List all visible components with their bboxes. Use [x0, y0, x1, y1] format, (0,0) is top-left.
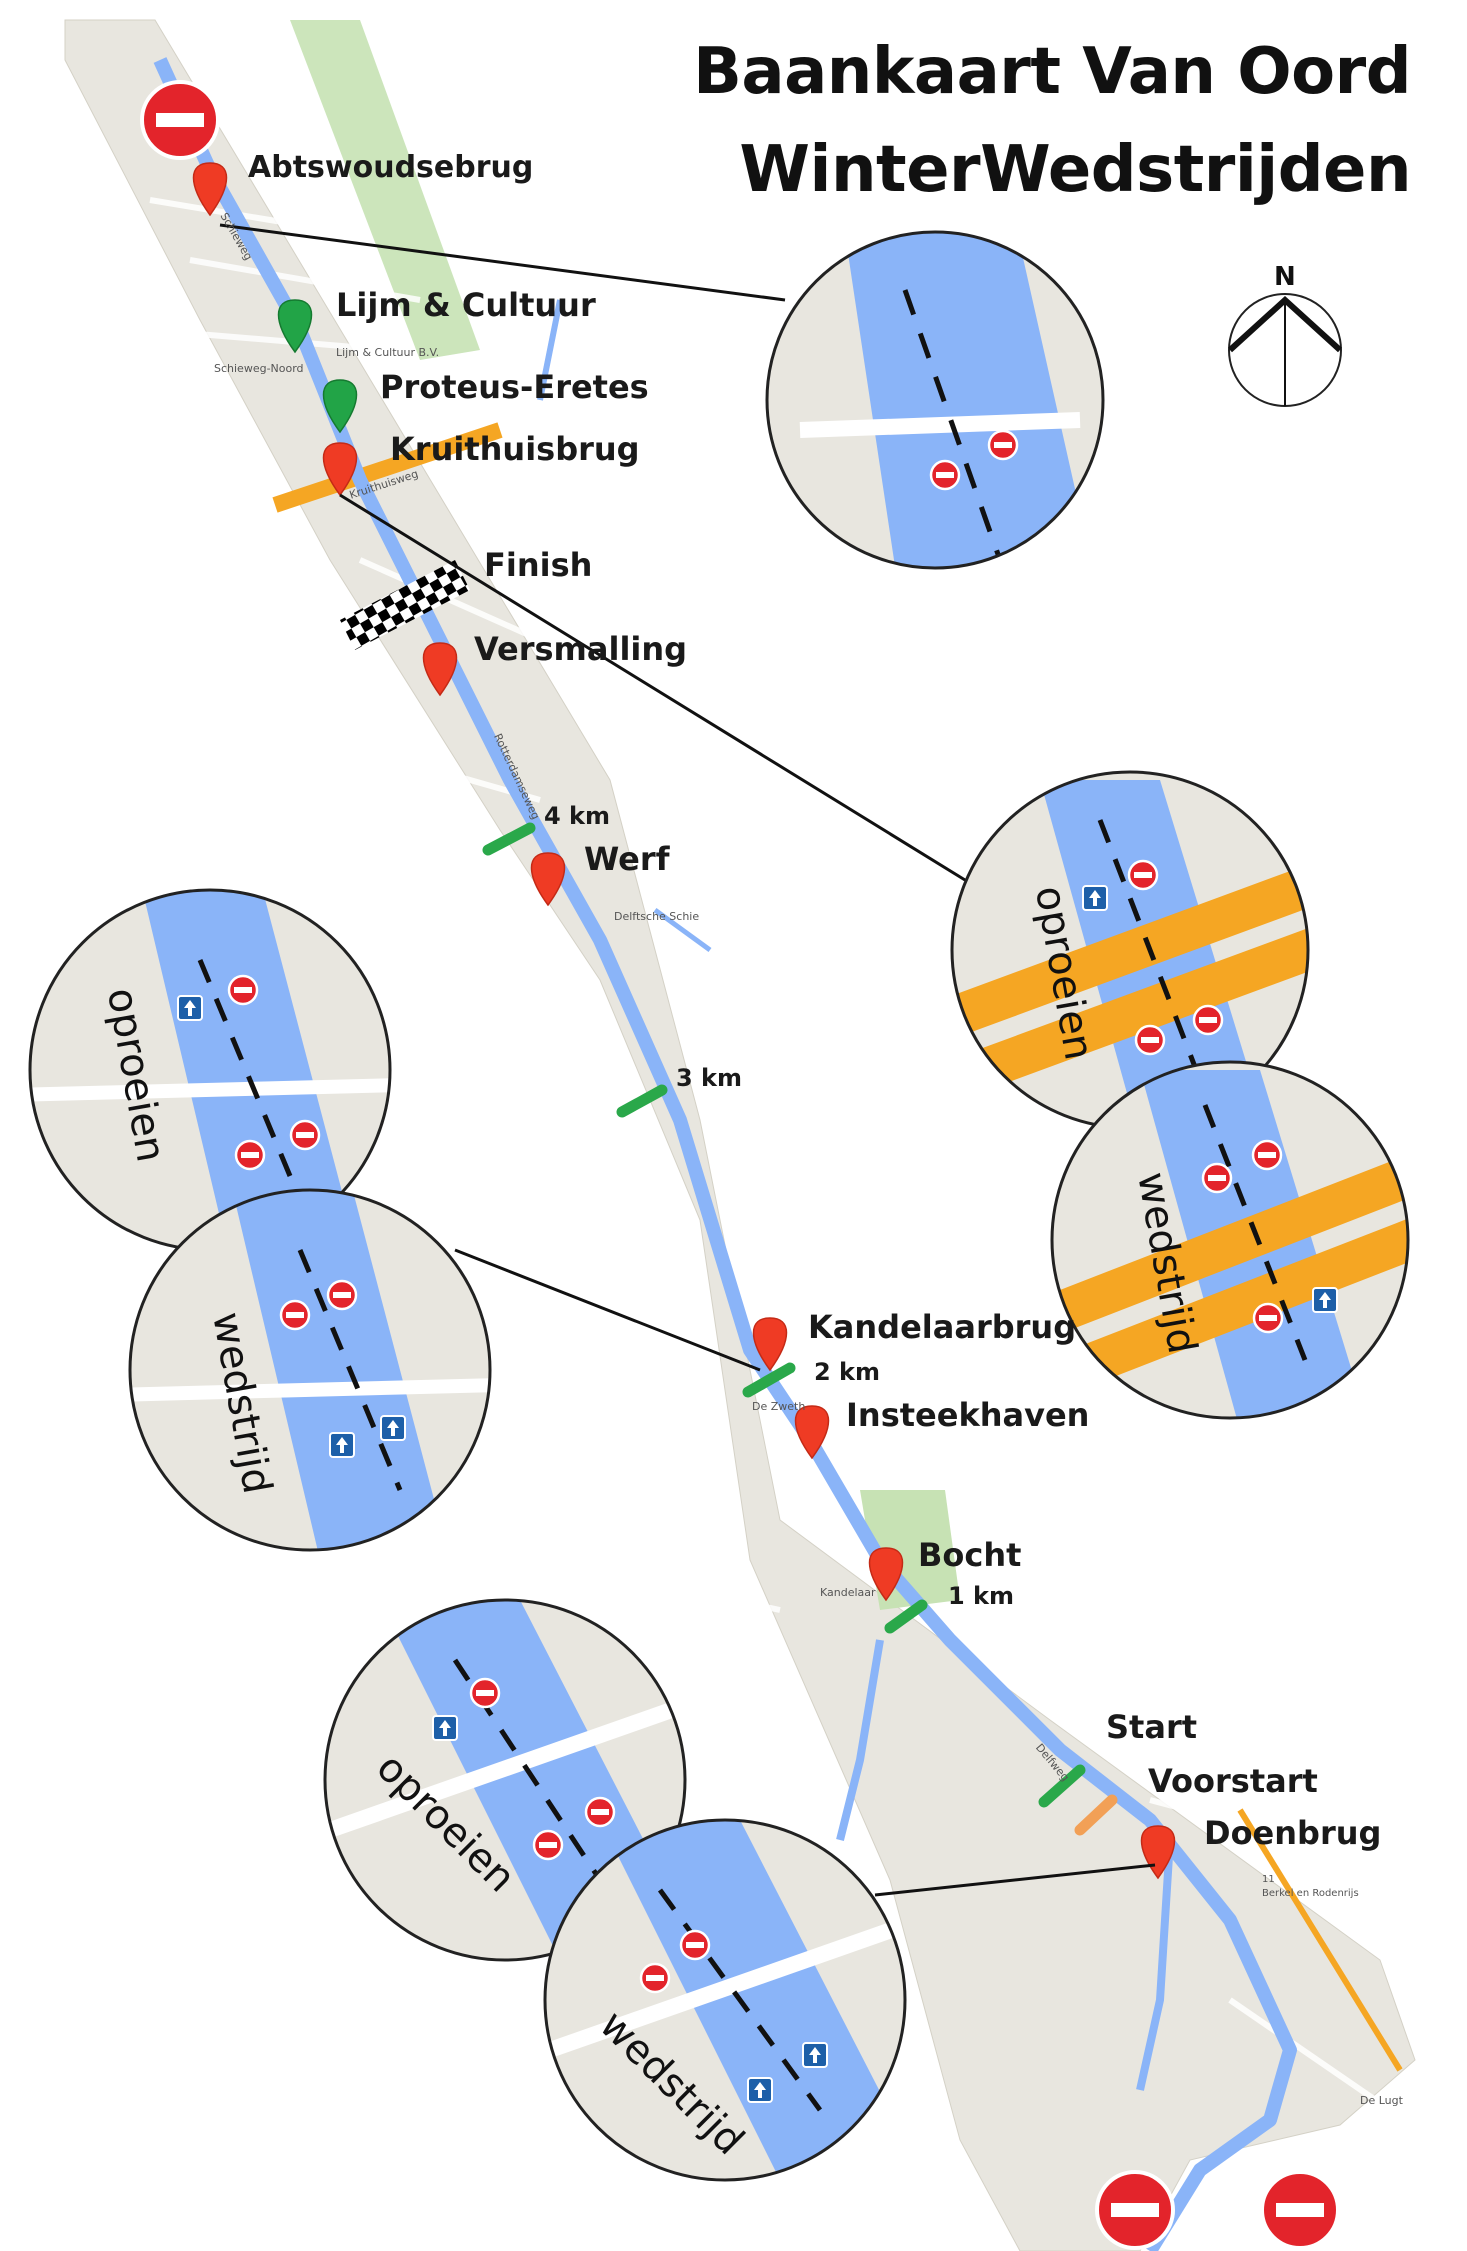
label-insteekhaven: Insteekhaven: [846, 1396, 1090, 1434]
canal-branch: [537, 299, 563, 401]
main-road: [1237, 1808, 1403, 2072]
street-label: De Lugt: [1360, 2094, 1403, 2107]
label-kruithuisbrug: Kruithuisbrug: [390, 430, 640, 468]
callout-kandelaarbrug-wedstrijd: [128, 1188, 492, 1552]
callout-abtswoudsebrug: [765, 230, 1105, 570]
canal-branch: [653, 907, 712, 953]
label-start: Start: [1106, 1708, 1198, 1746]
street-label: Schieweg-Noord: [214, 362, 304, 375]
no-entry-icon: [1095, 2170, 1175, 2250]
map-title-line1: Baankaart Van Oord: [693, 35, 1411, 109]
label-bocht: Bocht: [918, 1536, 1022, 1574]
label-werf: Werf: [584, 840, 670, 878]
label-doenbrug: Doenbrug: [1204, 1814, 1382, 1852]
callout-kruithuisbrug-wedstrijd: [1050, 1060, 1410, 1420]
label-proteus-eretes: Proteus-Eretes: [380, 368, 649, 406]
compass-icon: [1227, 293, 1343, 407]
km-label-1: 1 km: [948, 1582, 1015, 1610]
label-kandelaarbrug: Kandelaarbrug: [808, 1308, 1077, 1346]
canal-branch: [836, 1639, 884, 1841]
km-label-2: 2 km: [814, 1358, 881, 1386]
map-title-line2: WinterWedstrijden: [739, 133, 1411, 207]
checkered-flag-icon: [340, 560, 470, 650]
canal-branch: [1136, 1839, 1174, 2091]
label-versmalling: Versmalling: [474, 630, 688, 668]
callout-kandelaarbrug-oproeien: [28, 888, 392, 1252]
no-entry-icon: [140, 80, 220, 160]
label-finish: Finish: [484, 546, 593, 584]
km-markers: [482, 822, 1118, 1836]
park-area: [290, 20, 480, 360]
street-label: Berkel en Rodenrijs: [1262, 1888, 1359, 1899]
km-label-3: 3 km: [676, 1064, 743, 1092]
callout-kruithuisbrug-oproeien: [950, 770, 1310, 1130]
no-entry-icon: [1260, 2170, 1340, 2250]
street-label: Kandelaar: [820, 1586, 876, 1599]
street-label: 11: [1262, 1874, 1275, 1885]
callout-doenbrug-wedstrijd: [543, 1818, 907, 2182]
km-label-4: 4 km: [544, 802, 611, 830]
kruithuisweg: [272, 422, 503, 513]
street-label: Delftsche Schie: [614, 910, 700, 923]
street-label: Lijm & Cultuur B.V.: [336, 346, 440, 359]
label-abtswoudsebrug: Abtswoudsebrug: [248, 150, 534, 185]
compass-north-label: N: [1274, 262, 1296, 292]
callout-lines: [219, 223, 1156, 1897]
label-lijm-cultuur: Lijm & Cultuur: [336, 286, 596, 324]
street-label: De Zweth: [752, 1400, 806, 1413]
label-voorstart: Voorstart: [1148, 1762, 1318, 1800]
